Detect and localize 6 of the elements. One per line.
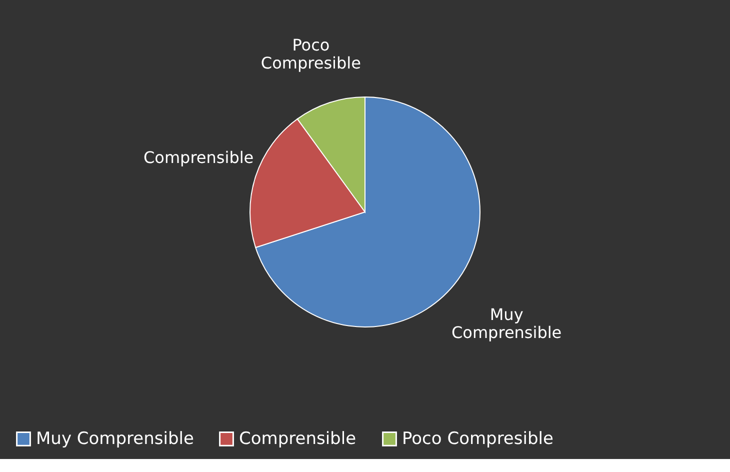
slice-label: Poco Compresible [260, 36, 361, 73]
legend-label: Muy Comprensible [36, 428, 194, 449]
slice-label: Muy Comprensible [452, 304, 562, 342]
legend-label: Comprensible [239, 428, 356, 449]
legend-label: Poco Compresible [402, 428, 554, 449]
slice-label: Comprensible [143, 148, 254, 167]
